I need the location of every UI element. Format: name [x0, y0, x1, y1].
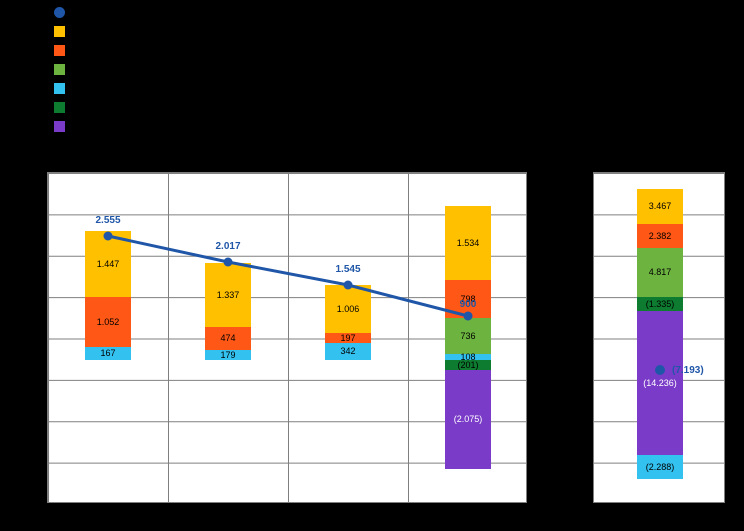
bar-segment-cyan: 179: [205, 350, 251, 360]
segment-label: 179: [220, 349, 236, 360]
bar-segment-cyan: (2.288): [637, 455, 683, 479]
legend-swatch-green: [54, 64, 65, 75]
segment-label: 1.534: [456, 237, 480, 248]
segment-label: 736: [460, 330, 476, 341]
line-point: [223, 257, 233, 267]
bar-segment-yellow: 3.467: [637, 189, 683, 224]
bar-segment-green: 736: [445, 318, 491, 354]
bar-segment-yellow: 1.534: [445, 206, 491, 280]
segment-label: 798: [460, 293, 476, 304]
bar-segment-yellow: 1.006: [325, 285, 371, 333]
bar-segment-purple: (14.236): [637, 311, 683, 455]
summary-chart-plot: 3.467 2.382 4.817 (1.335) (14.236) (2.28…: [593, 172, 725, 503]
segment-label: 167: [100, 348, 116, 358]
bar-segment-dark-green: (201): [445, 360, 491, 370]
line-point: [103, 231, 113, 241]
segment-label: (2.075): [453, 414, 483, 424]
total-point: [655, 365, 665, 375]
segment-label: 3.467: [648, 201, 672, 211]
bar-segment-orange: 474: [205, 327, 251, 350]
segment-label: (201): [457, 359, 479, 370]
segment-label: 1.337: [216, 289, 240, 300]
bar-segment-purple: (2.075): [445, 370, 491, 469]
segment-label: 197: [340, 332, 356, 343]
line-data-label: 1.545: [335, 264, 361, 275]
bar-segment-dark-green: (1.335): [637, 297, 683, 311]
bar-segment-orange: 2.382: [637, 224, 683, 248]
segment-label: 1.447: [96, 258, 120, 269]
legend-swatch-dark-green: [54, 102, 65, 113]
segment-label: 4.817: [648, 267, 672, 277]
segment-label: (14.236): [643, 377, 677, 388]
legend-swatch-purple: [54, 121, 65, 132]
bar-segment-orange: 1.052: [85, 297, 131, 347]
bar-segment-cyan: 167: [85, 347, 131, 360]
segment-label: 108: [460, 351, 476, 362]
line-data-label: 2.555: [95, 215, 121, 226]
bar-segment-green: 4.817: [637, 248, 683, 297]
bar-segment-yellow: 1.447: [85, 231, 131, 297]
segment-label: (2.288): [645, 461, 675, 472]
line-point: [463, 311, 473, 321]
main-chart-plot: 1.447 1.052 167 1.337 474 179 1.006 197 …: [47, 172, 527, 503]
segment-label: 342: [340, 346, 356, 356]
legend-line-dot-icon: [54, 7, 65, 18]
total-trend-line: [103, 231, 473, 321]
line-data-label: (7.193): [672, 365, 704, 376]
legend: [54, 7, 65, 132]
segment-label: 1.052: [96, 316, 120, 327]
bar-segment-yellow: 1.337: [205, 263, 251, 327]
bar-segment-cyan: 342: [325, 343, 371, 360]
legend-swatch-cyan: [54, 83, 65, 94]
legend-swatch-orange: [54, 45, 65, 56]
segment-label: 1.006: [336, 303, 360, 314]
legend-swatch-yellow: [54, 26, 65, 37]
segment-label: (1.335): [645, 298, 675, 309]
line-data-label: 900: [459, 299, 477, 310]
segment-label: 474: [220, 333, 236, 343]
bar-segment-cyan: 108: [445, 351, 491, 362]
line-point: [343, 280, 353, 290]
line-data-label: 2.017: [215, 241, 241, 252]
bar-segment-orange: 197: [325, 333, 371, 343]
segment-label: 2.382: [648, 230, 672, 241]
